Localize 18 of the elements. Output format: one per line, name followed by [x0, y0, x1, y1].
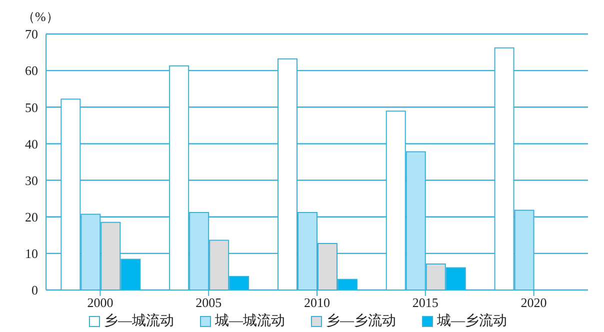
x-tick-label: 2015	[412, 295, 438, 310]
y-tick-label: 50	[25, 100, 38, 115]
legend-label: 乡—乡流动	[326, 312, 396, 330]
legend-label: 城—城流动	[215, 312, 285, 330]
y-tick-label: 0	[32, 282, 38, 298]
x-tick-label: 2020	[520, 295, 547, 310]
y-tick-label: 40	[25, 136, 38, 152]
x-tick-label: 2000	[87, 295, 114, 310]
y-tick-label: 60	[25, 63, 38, 78]
legend-label: 乡—城流动	[104, 312, 174, 330]
y-tick-label: 20	[25, 209, 38, 224]
x-tick-label: 2005	[196, 295, 222, 310]
y-axis-title: （%）	[22, 8, 59, 26]
legend-label: 城—乡流动	[437, 312, 507, 330]
y-tick-label: 30	[25, 172, 38, 188]
y-tick-label: 10	[25, 246, 38, 262]
y-tick-label: 70	[25, 26, 38, 42]
x-tick-label: 2010	[304, 295, 330, 310]
